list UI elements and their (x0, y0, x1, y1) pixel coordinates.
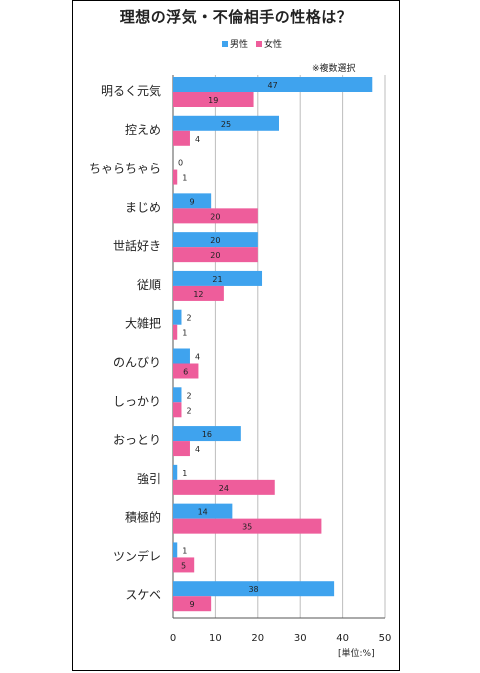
x-tick-label: 0 (170, 633, 176, 644)
bar-female (173, 441, 190, 457)
category-label: 強引 (137, 472, 161, 486)
data-label: 16 (202, 430, 212, 439)
data-label: 2 (186, 314, 191, 323)
category-label: おっとり (113, 433, 161, 447)
x-tick-label: 30 (294, 633, 307, 644)
bar-female (173, 557, 195, 573)
bar-female (173, 324, 178, 340)
bar-female (173, 285, 224, 301)
bar-female (173, 247, 258, 263)
bar-male (173, 387, 182, 403)
data-label: 2 (186, 391, 191, 400)
legend-label-male: 男性 (230, 40, 249, 50)
bar-male (173, 232, 258, 248)
bar-male (173, 309, 182, 325)
data-label: 1 (182, 546, 187, 555)
category-label: 世話好き (113, 238, 161, 253)
chart-title: 理想の浮気・不倫相手の性格は？ (119, 8, 353, 26)
bar-male (173, 581, 335, 597)
data-label: 20 (210, 251, 220, 260)
bar-male (173, 270, 263, 286)
x-tick-label: 20 (251, 633, 264, 644)
unit-label: [単位:%] (338, 649, 375, 659)
category-label: 明るく元気 (101, 83, 161, 98)
data-label: 38 (248, 585, 258, 594)
chart-frame (72, 0, 400, 671)
category-label: 従順 (137, 278, 161, 292)
category-label: まじめ (125, 200, 161, 214)
bar-female (173, 596, 212, 612)
category-label: のんびり (113, 356, 161, 370)
legend-item-female: 女性 (256, 37, 282, 50)
data-label: 1 (182, 329, 187, 338)
data-label: 9 (190, 197, 195, 206)
category-label: スケベ (125, 588, 161, 602)
data-label: 25 (221, 120, 231, 129)
data-label: 1 (182, 469, 187, 478)
bar-male (173, 193, 212, 209)
bar-female (173, 130, 190, 146)
bar-male (173, 426, 241, 442)
data-label: 2 (186, 406, 191, 415)
data-label: 24 (219, 484, 229, 493)
data-label: 12 (193, 290, 203, 299)
data-label: 47 (268, 81, 278, 90)
bar-male (173, 348, 190, 364)
data-label: 4 (195, 445, 200, 454)
bar-female (173, 169, 178, 185)
category-label: 控えめ (125, 123, 161, 137)
legend: 男性 女性 (222, 37, 286, 50)
data-label: 35 (242, 523, 252, 532)
data-label: 6 (183, 368, 188, 377)
data-label: 19 (208, 96, 218, 105)
data-label: 14 (198, 508, 208, 517)
legend-item-male: 男性 (222, 37, 248, 50)
bar-female (173, 208, 258, 224)
bar-female (173, 479, 275, 495)
category-label: ちゃらちゃら (89, 162, 161, 176)
data-label: 0 (178, 159, 183, 168)
bar-male (173, 503, 233, 519)
legend-swatch-male (222, 40, 228, 47)
bar-female (173, 92, 254, 107)
bar-male (173, 115, 279, 131)
data-label: 5 (181, 561, 186, 570)
data-label: 9 (190, 600, 195, 609)
category-label: 積極的 (125, 510, 161, 525)
data-label: 4 (195, 353, 200, 362)
data-label: 4 (195, 135, 200, 144)
legend-swatch-female (256, 40, 263, 47)
data-label: 20 (210, 236, 220, 245)
data-label: 21 (212, 275, 222, 284)
multiple-choice-note: ※複数選択 (312, 64, 356, 74)
bar-male (173, 542, 178, 558)
bar-male (173, 77, 373, 92)
data-label: 1 (182, 174, 187, 183)
category-label: ツンデレ (113, 548, 161, 563)
x-tick-label: 50 (379, 633, 392, 644)
x-tick-label: 10 (209, 633, 222, 644)
bar-female (173, 518, 322, 534)
x-tick-label: 40 (336, 633, 349, 644)
category-label: しっかり (113, 394, 161, 408)
bar-male (173, 464, 178, 480)
bar-female (173, 402, 182, 418)
bar-female (173, 363, 199, 379)
legend-label-female: 女性 (264, 40, 283, 50)
category-label: 大雑把 (125, 316, 161, 331)
data-label: 20 (210, 212, 220, 221)
